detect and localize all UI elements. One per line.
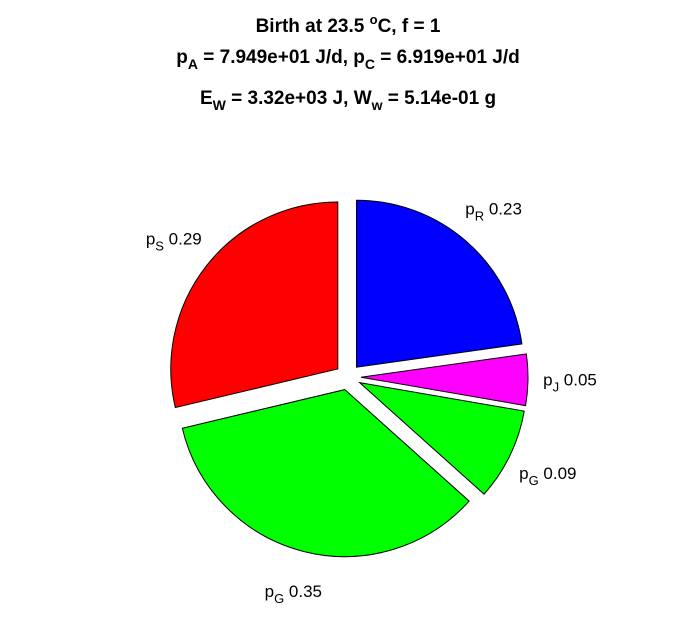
pie-slice-j-1 <box>360 353 529 407</box>
chart-title: Birth at 23.5 oC, f = 1 pA = 7.949e+01 J… <box>176 12 520 113</box>
slice-label-r-0: pR 0.23 <box>465 199 522 223</box>
slice-label-g-3: pG 0.35 <box>265 582 322 606</box>
pie-slice-g-2 <box>358 381 525 495</box>
title-line-3: EW = 3.32e+03 J, Ww = 5.14e-01 g <box>200 88 496 113</box>
pie-slices <box>170 199 529 558</box>
slice-label-g-2: pG 0.09 <box>519 464 576 488</box>
pie-slice-s-4 <box>170 201 339 409</box>
pie-slice-g-3 <box>181 389 470 558</box>
title-line-2: pA = 7.949e+01 J/d, pC = 6.919e+01 J/d <box>176 47 520 72</box>
slice-label-j-1: pJ 0.05 <box>543 371 597 395</box>
pie-labels: pR 0.23 pJ 0.05 pG 0.09 pG 0.35 pS 0.29 <box>146 199 597 606</box>
title-line-1: Birth at 23.5 oC, f = 1 <box>256 12 441 37</box>
slice-label-s-4: pS 0.29 <box>146 229 202 253</box>
pie-slice-r-0 <box>356 199 523 368</box>
